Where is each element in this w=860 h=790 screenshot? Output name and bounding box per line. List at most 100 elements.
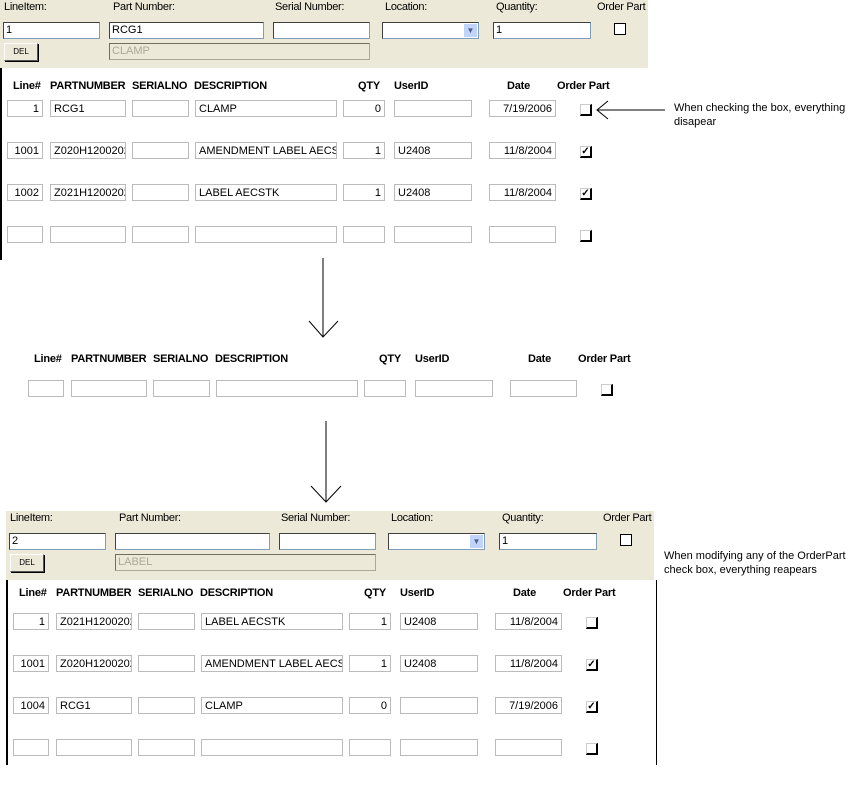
order-part-checkbox[interactable]: ✓: [586, 701, 598, 713]
cell-desc[interactable]: CLAMP: [195, 100, 337, 117]
serial-number-input[interactable]: [279, 533, 376, 550]
order-part-checkbox[interactable]: [614, 23, 626, 35]
column-header: QTY: [364, 587, 387, 599]
cell-desc[interactable]: [195, 226, 337, 243]
order-part-checkbox[interactable]: [620, 534, 632, 546]
cell-part[interactable]: RCG1: [50, 100, 126, 117]
cell-line[interactable]: [28, 380, 64, 397]
cell-qty[interactable]: 0: [343, 100, 385, 117]
column-header: DESCRIPTION: [200, 587, 273, 599]
cell-line[interactable]: 1001: [7, 142, 43, 159]
cell-line[interactable]: 1004: [13, 697, 49, 714]
cell-date[interactable]: [495, 739, 562, 756]
cell-user[interactable]: [415, 380, 493, 397]
cell-qty[interactable]: [343, 226, 385, 243]
column-header: Order Part: [563, 587, 616, 599]
column-header: Line#: [13, 80, 41, 92]
cell-desc[interactable]: AMENDMENT LABEL AECSTK: [201, 655, 343, 672]
cell-user[interactable]: U2408: [394, 184, 472, 201]
cell-date[interactable]: 11/8/2004: [489, 142, 556, 159]
cell-line[interactable]: 1: [13, 613, 49, 630]
cell-serial[interactable]: [138, 697, 195, 714]
column-header: Line#: [34, 353, 62, 365]
cell-date[interactable]: 7/19/2006: [489, 100, 556, 117]
lineitem-input[interactable]: 2: [9, 533, 106, 550]
cell-serial[interactable]: [132, 100, 189, 117]
quantity-input[interactable]: 1: [499, 533, 597, 550]
cell-user[interactable]: [394, 100, 472, 117]
order-part-checkbox[interactable]: ✓: [586, 659, 598, 671]
cell-part[interactable]: Z021H1200202: [56, 613, 132, 630]
lineitem-input[interactable]: 1: [3, 22, 100, 39]
del-button[interactable]: DEL: [10, 554, 44, 572]
order-part-checkbox[interactable]: [586, 743, 598, 755]
cell-qty[interactable]: 1: [343, 142, 385, 159]
chevron-down-icon[interactable]: ▼: [470, 535, 483, 548]
column-header: Date: [513, 587, 537, 599]
cell-user[interactable]: U2408: [400, 655, 478, 672]
del-button[interactable]: DEL: [4, 43, 38, 61]
cell-line[interactable]: 1: [7, 100, 43, 117]
cell-serial[interactable]: [153, 380, 210, 397]
description-display: LABEL: [115, 554, 376, 571]
cell-qty[interactable]: [364, 380, 406, 397]
cell-serial[interactable]: [132, 184, 189, 201]
column-header: Date: [528, 353, 552, 365]
cell-part[interactable]: [56, 739, 132, 756]
cell-qty[interactable]: 0: [349, 697, 391, 714]
quantity-input[interactable]: 1: [493, 22, 591, 39]
cell-desc[interactable]: LABEL AECSTK: [195, 184, 337, 201]
cell-qty[interactable]: 1: [349, 655, 391, 672]
cell-part[interactable]: [71, 380, 147, 397]
cell-date[interactable]: [489, 226, 556, 243]
order-part-checkbox[interactable]: ✓: [580, 188, 592, 200]
annotation-note-1: When checking the box, everything disape…: [674, 102, 846, 128]
serial-number-input[interactable]: [273, 22, 370, 39]
cell-qty[interactable]: [349, 739, 391, 756]
cell-date[interactable]: 11/8/2004: [495, 613, 562, 630]
cell-desc[interactable]: [216, 380, 358, 397]
cell-serial[interactable]: [138, 613, 195, 630]
cell-line[interactable]: 1002: [7, 184, 43, 201]
location-select[interactable]: [382, 22, 479, 39]
cell-serial[interactable]: [132, 142, 189, 159]
label-part: Part Number:: [113, 1, 175, 13]
cell-desc[interactable]: AMENDMENT LABEL AECSTK: [195, 142, 337, 159]
part-number-input[interactable]: [115, 533, 270, 550]
cell-part[interactable]: [50, 226, 126, 243]
cell-desc[interactable]: LABEL AECSTK: [201, 613, 343, 630]
location-select[interactable]: [388, 533, 485, 550]
cell-line[interactable]: [7, 226, 43, 243]
order-part-checkbox[interactable]: ✓: [580, 146, 592, 158]
cell-user[interactable]: [400, 697, 478, 714]
order-part-checkbox[interactable]: [601, 384, 613, 396]
cell-user[interactable]: U2408: [394, 142, 472, 159]
column-header: SERIALNO: [138, 587, 194, 599]
cell-part[interactable]: RCG1: [56, 697, 132, 714]
cell-date[interactable]: 7/19/2006: [495, 697, 562, 714]
cell-date[interactable]: 11/8/2004: [495, 655, 562, 672]
cell-qty[interactable]: 1: [349, 613, 391, 630]
order-part-checkbox[interactable]: [580, 104, 592, 116]
cell-date[interactable]: 11/8/2004: [489, 184, 556, 201]
cell-line[interactable]: [13, 739, 49, 756]
cell-user[interactable]: [400, 739, 478, 756]
cell-part[interactable]: Z020H1200202: [50, 142, 126, 159]
chevron-down-icon[interactable]: ▼: [464, 24, 477, 37]
order-part-checkbox[interactable]: [580, 230, 592, 242]
cell-desc[interactable]: CLAMP: [201, 697, 343, 714]
cell-qty[interactable]: 1: [343, 184, 385, 201]
cell-serial[interactable]: [138, 655, 195, 672]
cell-date[interactable]: [510, 380, 577, 397]
label-part: Part Number:: [119, 512, 181, 524]
part-number-input[interactable]: RCG1: [109, 22, 264, 39]
cell-serial[interactable]: [138, 739, 195, 756]
cell-line[interactable]: 1001: [13, 655, 49, 672]
cell-desc[interactable]: [201, 739, 343, 756]
cell-serial[interactable]: [132, 226, 189, 243]
cell-part[interactable]: Z021H1200202: [50, 184, 126, 201]
cell-user[interactable]: [394, 226, 472, 243]
order-part-checkbox[interactable]: [586, 617, 598, 629]
cell-user[interactable]: U2408: [400, 613, 478, 630]
cell-part[interactable]: Z020H1200202: [56, 655, 132, 672]
